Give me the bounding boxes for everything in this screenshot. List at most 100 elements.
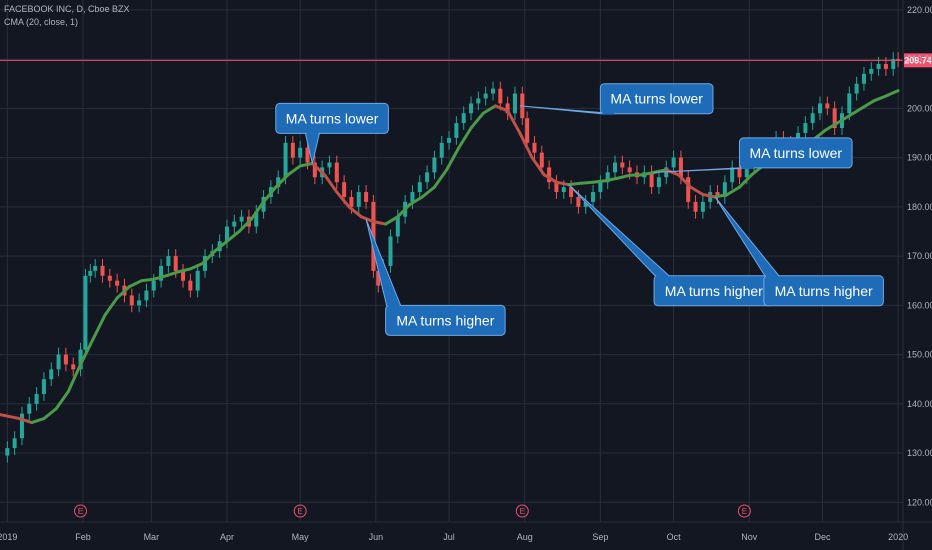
candle-body	[447, 137, 452, 143]
y-tick-label: 140.00	[907, 399, 932, 409]
candle-body	[151, 280, 156, 291]
ma-segment	[79, 338, 95, 366]
ma-segment	[335, 190, 351, 209]
ma-segment	[567, 181, 583, 187]
candle-body	[569, 187, 574, 197]
candle-body	[71, 364, 76, 370]
annotation-callouts[interactable]: MA turns lower MA turns higher MA turns lo…	[275, 83, 884, 336]
candle-body	[129, 295, 134, 306]
price-axis[interactable]: 120.00 130.00 140.00 150.00 160.00 170.00 180.…	[902, 0, 932, 550]
ma-segment	[408, 195, 424, 206]
candle-body	[498, 88, 503, 104]
candle-body	[425, 172, 430, 183]
y-tick-label: 130.00	[907, 448, 932, 458]
annotation-callout[interactable]: MA turns lower	[519, 83, 714, 115]
earnings-marker[interactable]	[737, 504, 751, 518]
callout-join	[765, 274, 778, 277]
ma-segment	[542, 173, 558, 184]
candle-body	[554, 182, 559, 193]
earnings-marker[interactable]	[515, 504, 529, 518]
x-tick-label: Nov	[741, 532, 758, 542]
ma-segment	[286, 164, 302, 177]
ma-segment	[201, 249, 217, 265]
candle-body	[722, 182, 727, 197]
candle-body	[19, 413, 24, 439]
candle-body	[649, 172, 654, 188]
annotation-callout[interactable]: MA turns higher	[365, 218, 506, 336]
candle-body	[432, 157, 437, 173]
ma-segment	[371, 220, 388, 226]
candle-body	[818, 103, 823, 114]
candle-body	[891, 59, 896, 69]
ma-segment	[725, 185, 741, 197]
ma-segment	[506, 109, 522, 135]
x-tick-label: Sep	[592, 532, 608, 542]
x-tick-label: Jun	[369, 532, 384, 542]
candle-body	[532, 142, 537, 153]
annotation-callout[interactable]: MA turns lower	[275, 102, 389, 164]
candle-body	[342, 182, 347, 197]
ma-segment	[237, 217, 253, 233]
candle-body	[525, 118, 530, 143]
candle-body	[803, 123, 808, 133]
last-price-tag	[904, 53, 932, 68]
candle-body	[613, 162, 618, 173]
y-tick-label: 200.00	[907, 103, 932, 113]
ma-segment	[737, 173, 754, 189]
candle-body	[693, 201, 698, 212]
candle-body	[439, 142, 444, 158]
candle-body	[678, 157, 683, 178]
symbol-title[interactable]: FACEBOOK INC, D, Cboe BZX	[4, 4, 130, 14]
candle-body	[173, 256, 178, 271]
candle-body	[832, 108, 837, 129]
candle-body	[395, 216, 400, 237]
callout-label: MA turns lower	[286, 110, 379, 126]
annotation-callout[interactable]: MA turns higher	[714, 196, 884, 307]
candle-body	[202, 256, 208, 271]
candle-body	[686, 177, 691, 202]
candle-body	[34, 393, 39, 404]
candle-body	[730, 167, 735, 183]
earnings-marker-label: E	[78, 507, 83, 516]
candle-body	[12, 438, 17, 449]
ma-segment	[103, 296, 119, 317]
annotation-callout[interactable]: MA turns lower	[654, 137, 853, 173]
ma-segment	[359, 215, 375, 224]
ma-segment	[396, 202, 412, 219]
candle-body	[283, 142, 288, 178]
earnings-marker[interactable]	[293, 504, 307, 518]
candle-body	[181, 270, 186, 281]
candle-body	[490, 88, 496, 94]
x-tick-label: 2020	[888, 532, 908, 542]
candle-body	[188, 280, 193, 291]
candle-body	[869, 68, 874, 74]
callout-box	[763, 275, 884, 307]
ma-segment	[54, 390, 70, 411]
y-tick-label: 150.00	[907, 350, 932, 360]
annotation-callout[interactable]: MA turns higher	[568, 184, 775, 307]
y-tick-label: 160.00	[907, 300, 932, 310]
candle-body	[561, 187, 566, 193]
candle-body	[334, 162, 339, 183]
ma-segment	[91, 313, 107, 342]
candle-body	[239, 216, 244, 222]
ma-segment	[701, 193, 717, 199]
y-tick-label: 220.00	[907, 5, 932, 15]
earnings-marker[interactable]	[74, 504, 88, 518]
ma-segment	[298, 161, 314, 168]
x-tick-label: Apr	[220, 532, 234, 542]
ma-segment	[188, 261, 205, 271]
callout-label: MA turns higher	[665, 283, 763, 299]
candle-body	[56, 354, 61, 370]
candle-body	[5, 448, 10, 456]
ma-segment	[127, 279, 144, 289]
callout-box	[599, 83, 714, 115]
ma-segment	[310, 161, 327, 177]
indicator-legend[interactable]: CMA (20, close, 1)	[4, 17, 79, 27]
ma-segment	[445, 146, 461, 172]
time-axis[interactable]: 2019 Feb Mar Apr May Jun Jul Aug Sep Oct Nov Dec 202…	[0, 521, 932, 542]
candle-body	[505, 103, 510, 114]
